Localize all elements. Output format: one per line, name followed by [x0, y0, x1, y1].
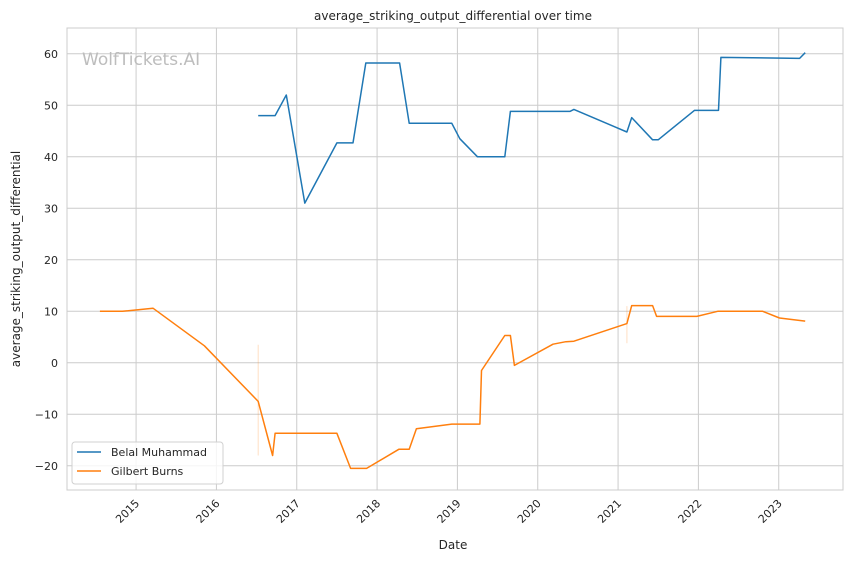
legend-label-belal: Belal Muhammad: [111, 446, 207, 459]
x-tick-label: 2015: [113, 497, 142, 526]
y-tick-label: −10: [35, 408, 58, 421]
series-line-gilbert-burns: [99, 304, 806, 470]
x-tick-label: 2018: [354, 497, 383, 526]
plot-frame: [66, 27, 844, 491]
y-tick-label: 40: [44, 151, 58, 164]
x-tick-label: 2021: [595, 497, 624, 526]
legend-label-gilbert: Gilbert Burns: [111, 465, 184, 478]
y-tick-label: 60: [44, 48, 58, 61]
x-tick-label: 2022: [676, 497, 705, 526]
x-tick-label: 2017: [274, 497, 303, 526]
x-tick-label: 2020: [515, 497, 544, 526]
y-tick-label: 20: [44, 254, 58, 267]
y-tick-label: −20: [35, 460, 58, 473]
series-line-belal-muhammad: [258, 52, 806, 204]
watermark: WolfTickets.AI: [82, 50, 200, 70]
chart-title: average_striking_output_differential ove…: [314, 9, 592, 23]
x-tick-label: 2016: [194, 497, 223, 526]
y-tick-label: 0: [51, 357, 58, 370]
y-tick-label: 50: [44, 99, 58, 112]
grid: [67, 28, 843, 490]
y-tick-label: 10: [44, 305, 58, 318]
x-tick-label: 2019: [435, 497, 464, 526]
y-tick-label: 30: [44, 202, 58, 215]
x-axis-label: Date: [439, 538, 468, 552]
legend: Belal Muhammad Gilbert Burns: [71, 441, 224, 485]
y-axis-label: average_striking_output_differential: [9, 151, 23, 367]
series-layer: [99, 52, 806, 470]
x-tick-label: 2023: [756, 497, 785, 526]
